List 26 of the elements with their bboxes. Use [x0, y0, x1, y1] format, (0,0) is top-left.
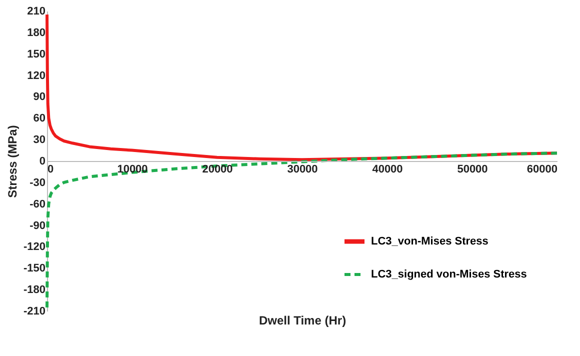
y-tick-label: -60	[30, 198, 46, 210]
x-tick-label: 50000	[457, 164, 488, 176]
y-axis-title: Stress (MPa)	[5, 125, 20, 198]
x-axis-title: Dwell Time (Hr)	[258, 314, 346, 328]
y-tick-label: 30	[33, 134, 46, 146]
x-tick-label: 60000	[526, 164, 558, 176]
y-tick-label: -180	[23, 284, 46, 296]
x-tick-label: 40000	[372, 164, 403, 176]
x-tick-label: 30000	[287, 164, 318, 176]
y-tick-label: -30	[30, 176, 46, 189]
y-tick-label: 150	[27, 48, 46, 60]
y-tick-label: 60	[33, 112, 46, 125]
y-tick-label: 180	[27, 26, 46, 39]
y-tick-label: 0	[39, 156, 46, 168]
y-tick-label: -210	[23, 306, 46, 318]
x-tick-label: 20000	[202, 164, 233, 176]
y-tick-label: -90	[30, 220, 46, 232]
y-tick-label: -150	[23, 262, 46, 275]
legend-label: LC3_signed von-Mises Stress	[371, 268, 527, 280]
y-tick-label: 90	[33, 91, 46, 104]
line-series	[46, 152, 558, 309]
legend-label: LC3_von-Mises Stress	[371, 236, 488, 248]
y-tick-label: -120	[23, 241, 46, 254]
y-tick-label: 210	[27, 6, 46, 18]
y-tick-label: 120	[27, 70, 46, 82]
x-tick-label: 0	[48, 164, 54, 176]
